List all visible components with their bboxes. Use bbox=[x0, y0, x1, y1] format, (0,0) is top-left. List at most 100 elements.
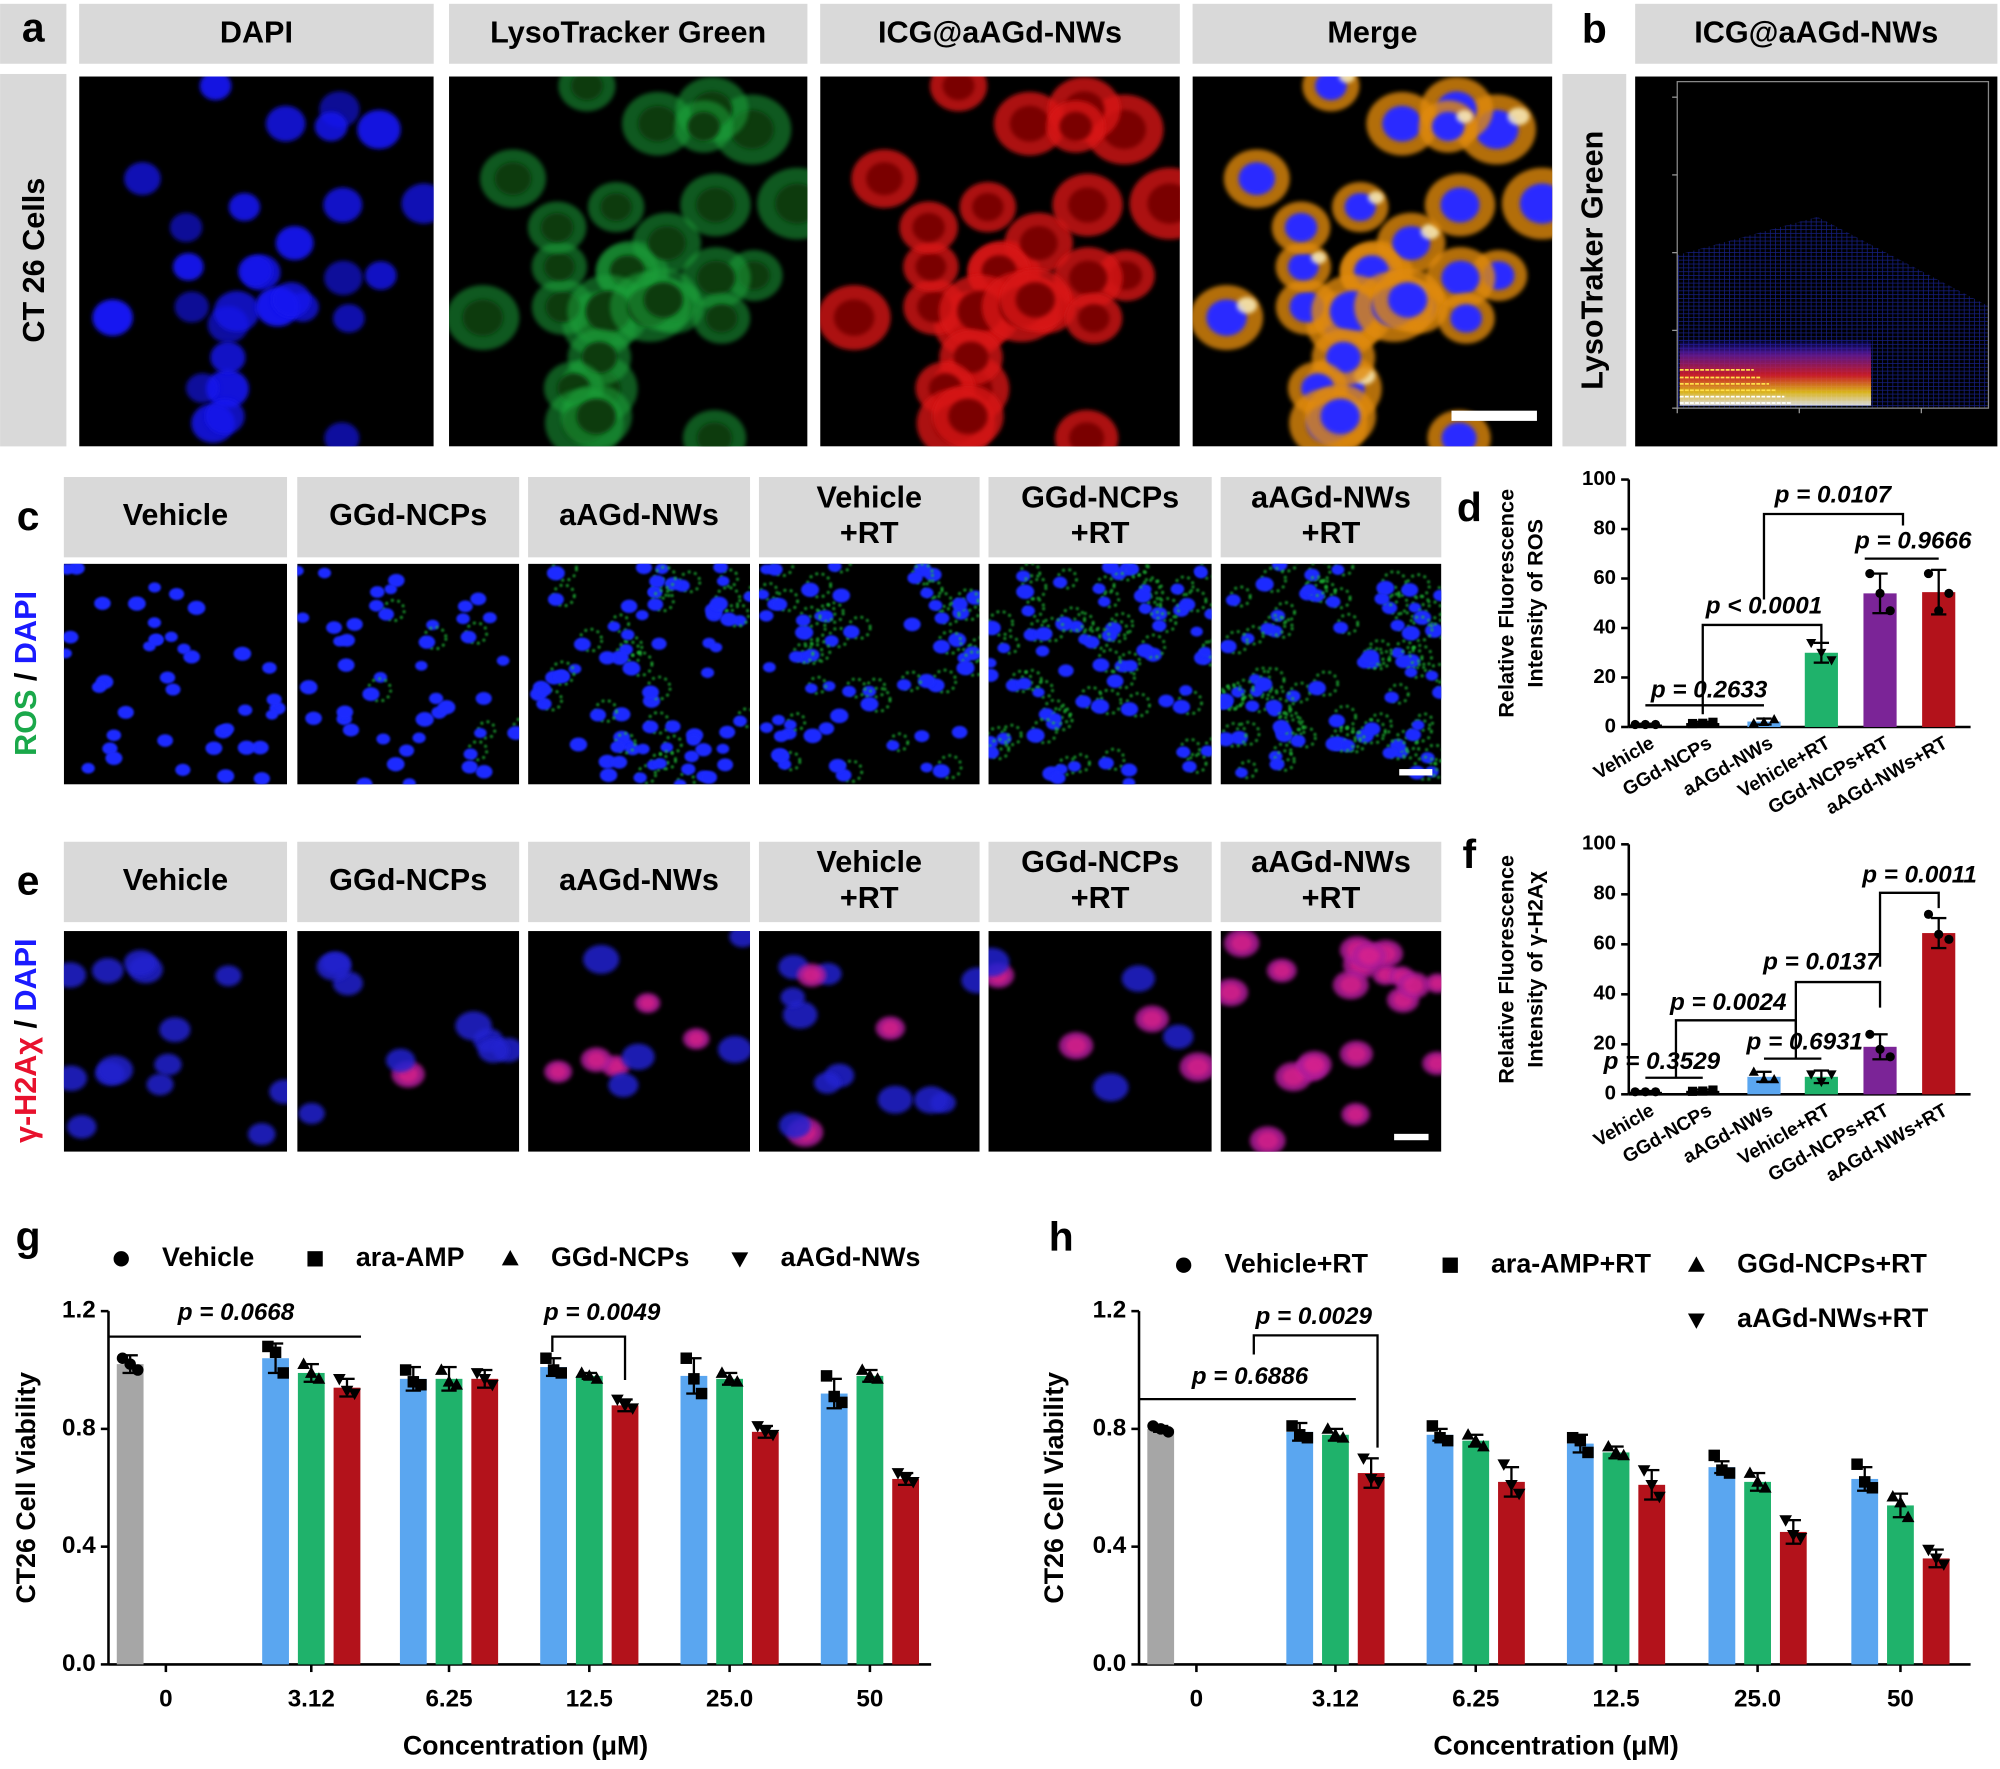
bar bbox=[892, 1478, 920, 1665]
y-axis-label: LysoTraker Green bbox=[1575, 131, 1609, 390]
nucleus bbox=[1220, 639, 1237, 654]
legend-label: aAGd-NWs bbox=[781, 1242, 921, 1272]
data-point bbox=[450, 1378, 463, 1390]
column-header: Merge bbox=[1327, 16, 1417, 50]
nucleus bbox=[1325, 736, 1344, 752]
foci bbox=[1403, 977, 1424, 994]
nucleus bbox=[154, 1053, 182, 1076]
nucleus bbox=[932, 764, 950, 778]
data-point bbox=[1505, 1479, 1518, 1492]
header-box bbox=[63, 477, 288, 558]
chart-title: ICG@aAGd-NWs bbox=[1694, 16, 1938, 50]
data-point bbox=[751, 1421, 764, 1433]
nucleus bbox=[1101, 629, 1118, 642]
data-point bbox=[1640, 1087, 1650, 1097]
nucleus bbox=[1122, 777, 1136, 785]
column-header: GGd-NCPs bbox=[1021, 845, 1179, 879]
y-axis-label: CT26 Cell Viability bbox=[11, 1372, 41, 1604]
nucleus bbox=[1245, 700, 1260, 712]
y-tick-label: 1.2 bbox=[1093, 1297, 1127, 1324]
nucleus bbox=[346, 617, 363, 631]
data-point bbox=[269, 1346, 282, 1359]
nucleus bbox=[1016, 677, 1032, 690]
foci bbox=[1428, 1055, 1442, 1071]
data-point bbox=[1901, 1510, 1915, 1523]
nucleus bbox=[475, 691, 492, 705]
nucleus bbox=[148, 633, 164, 646]
data-point bbox=[1441, 1434, 1454, 1447]
column-header: LysoTracker Green bbox=[490, 16, 766, 50]
nucleus bbox=[1361, 649, 1380, 665]
x-tick-label: 0 bbox=[1673, 424, 1681, 440]
nucleus bbox=[686, 734, 701, 746]
row-label-part: γ-H2Aχ bbox=[9, 1037, 43, 1143]
nucleus bbox=[314, 111, 348, 142]
nucleus bbox=[843, 625, 860, 639]
data-point bbox=[1426, 1420, 1439, 1432]
cell-spot bbox=[1456, 110, 1473, 124]
y-axis-label: Relative Fluorescence bbox=[1493, 489, 1518, 718]
nucleus bbox=[324, 260, 363, 296]
data-point bbox=[348, 1388, 361, 1401]
foci bbox=[1340, 976, 1362, 994]
data-point bbox=[132, 1364, 144, 1376]
nucleus bbox=[788, 650, 804, 663]
data-point bbox=[695, 1387, 708, 1400]
bar bbox=[471, 1378, 499, 1665]
column-header: +RT bbox=[1302, 881, 1361, 915]
ros-signal bbox=[1386, 738, 1408, 761]
data-point bbox=[1769, 714, 1780, 724]
nucleus bbox=[948, 632, 967, 648]
cell-core bbox=[972, 192, 1004, 222]
nucleus bbox=[622, 661, 641, 676]
cell-core bbox=[1392, 226, 1431, 261]
micrograph bbox=[63, 931, 288, 1152]
nucleus bbox=[1023, 628, 1040, 642]
cell-spot bbox=[1236, 297, 1257, 314]
nucleus bbox=[265, 709, 279, 720]
data-point bbox=[1865, 568, 1875, 579]
nucleus bbox=[1093, 1073, 1129, 1102]
nucleus bbox=[589, 708, 607, 722]
nucleus bbox=[323, 187, 363, 223]
column-header: Vehicle bbox=[817, 480, 922, 514]
nucleus bbox=[1133, 588, 1152, 603]
bar bbox=[262, 1358, 289, 1665]
nucleus bbox=[164, 631, 178, 643]
foci bbox=[1358, 947, 1380, 965]
nucleus bbox=[1198, 646, 1212, 657]
micrograph bbox=[1220, 931, 1442, 1152]
nucleus bbox=[370, 586, 385, 598]
column-header: GGd-NCPs bbox=[329, 863, 487, 897]
nucleus bbox=[1106, 674, 1124, 688]
nucleus bbox=[237, 740, 256, 755]
nucleus bbox=[827, 563, 842, 572]
nucleus bbox=[1363, 722, 1381, 736]
nucleus bbox=[795, 614, 811, 627]
data-point bbox=[1637, 1465, 1651, 1477]
row-label-part: ROS bbox=[9, 690, 43, 756]
ros-signal bbox=[1330, 726, 1357, 753]
panel-label: h bbox=[1049, 1213, 1074, 1259]
nucleus bbox=[412, 732, 426, 744]
foci bbox=[1272, 963, 1291, 978]
y-tick-label: 0.8 bbox=[1093, 1414, 1127, 1441]
ros-signal bbox=[720, 568, 739, 588]
cell-core bbox=[1147, 183, 1180, 224]
header-box bbox=[1220, 841, 1442, 923]
cell-core bbox=[948, 398, 988, 435]
y-axis-label: Relative Fluorescence bbox=[1493, 855, 1518, 1084]
nucleus bbox=[123, 949, 157, 977]
nucleus bbox=[1152, 620, 1167, 632]
x-axis-label: Concentration (μM) bbox=[403, 1730, 648, 1760]
nucleus bbox=[665, 720, 681, 733]
nucleus bbox=[733, 715, 747, 727]
ros-signal bbox=[724, 602, 750, 628]
nucleus bbox=[729, 931, 751, 948]
nucleus bbox=[1325, 595, 1341, 608]
nucleus bbox=[63, 1065, 88, 1092]
nucleus bbox=[1432, 685, 1442, 699]
column-header: +RT bbox=[1071, 881, 1130, 915]
nucleus bbox=[1090, 699, 1110, 714]
row-label-part: DAPI bbox=[9, 938, 43, 1011]
